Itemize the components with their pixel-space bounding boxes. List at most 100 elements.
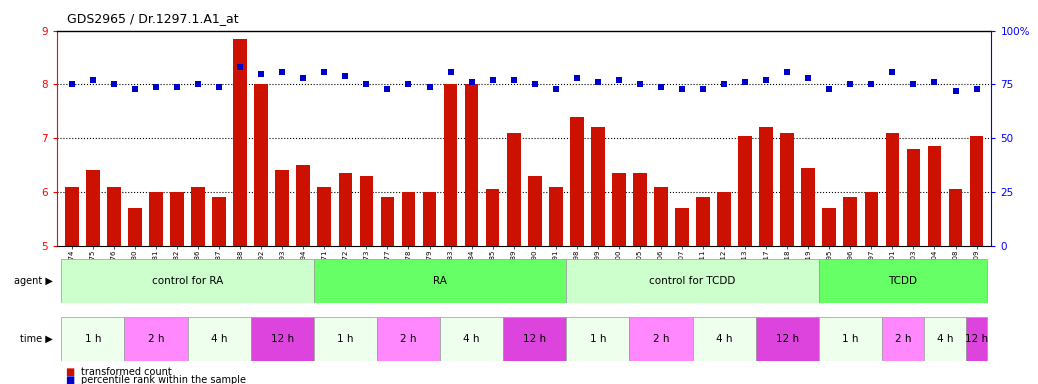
- Text: 4 h: 4 h: [211, 334, 227, 344]
- Text: 12 h: 12 h: [965, 334, 988, 344]
- Point: [694, 86, 711, 92]
- Bar: [61, 317, 125, 361]
- Bar: [969, 136, 983, 246]
- Bar: [819, 259, 987, 303]
- Text: 2 h: 2 h: [147, 334, 164, 344]
- Bar: [507, 133, 520, 246]
- Point: [526, 81, 543, 88]
- Point: [884, 68, 901, 74]
- Bar: [61, 259, 313, 303]
- Bar: [297, 165, 310, 246]
- Bar: [250, 317, 313, 361]
- Bar: [107, 187, 120, 246]
- Text: 1 h: 1 h: [842, 334, 858, 344]
- Bar: [865, 192, 878, 246]
- Bar: [882, 317, 924, 361]
- Bar: [760, 127, 773, 246]
- Bar: [756, 317, 819, 361]
- Bar: [170, 192, 184, 246]
- Text: ■: ■: [65, 367, 75, 377]
- Text: time ▶: time ▶: [20, 334, 52, 344]
- Text: 12 h: 12 h: [775, 334, 799, 344]
- Bar: [717, 192, 731, 246]
- Bar: [966, 317, 987, 361]
- Bar: [654, 187, 667, 246]
- Point: [421, 84, 438, 90]
- Point: [926, 79, 943, 85]
- Bar: [906, 149, 921, 246]
- Bar: [675, 208, 689, 246]
- Point: [674, 86, 690, 92]
- Point: [295, 75, 311, 81]
- Text: percentile rank within the sample: percentile rank within the sample: [81, 375, 246, 384]
- Bar: [567, 259, 819, 303]
- Point: [863, 81, 879, 88]
- Bar: [125, 317, 188, 361]
- Bar: [338, 173, 352, 246]
- Bar: [567, 317, 629, 361]
- Text: 2 h: 2 h: [895, 334, 911, 344]
- Bar: [819, 317, 882, 361]
- Bar: [885, 133, 899, 246]
- Point: [463, 79, 480, 85]
- Bar: [254, 84, 268, 246]
- Bar: [377, 317, 440, 361]
- Bar: [949, 189, 962, 246]
- Point: [631, 81, 648, 88]
- Bar: [443, 84, 458, 246]
- Bar: [549, 187, 563, 246]
- Bar: [381, 197, 394, 246]
- Text: 1 h: 1 h: [337, 334, 354, 344]
- Bar: [629, 317, 692, 361]
- Point: [358, 81, 375, 88]
- Bar: [503, 317, 567, 361]
- Point: [274, 68, 291, 74]
- Point: [778, 68, 795, 74]
- Text: 12 h: 12 h: [271, 334, 294, 344]
- Bar: [234, 39, 247, 246]
- Point: [737, 79, 754, 85]
- Point: [485, 77, 501, 83]
- Point: [316, 68, 332, 74]
- Point: [610, 77, 627, 83]
- Point: [379, 86, 395, 92]
- Bar: [422, 192, 436, 246]
- Point: [800, 75, 817, 81]
- Point: [63, 81, 80, 88]
- Point: [968, 86, 985, 92]
- Bar: [275, 170, 289, 246]
- Bar: [612, 173, 626, 246]
- Text: 4 h: 4 h: [716, 334, 733, 344]
- Bar: [128, 208, 142, 246]
- Bar: [822, 208, 837, 246]
- Bar: [570, 117, 583, 246]
- Bar: [928, 146, 941, 246]
- Point: [211, 84, 227, 90]
- Point: [127, 86, 143, 92]
- Text: control for RA: control for RA: [152, 276, 223, 286]
- Bar: [591, 127, 605, 246]
- Bar: [359, 176, 374, 246]
- Point: [716, 81, 733, 88]
- Point: [337, 73, 354, 79]
- Bar: [633, 173, 647, 246]
- Bar: [844, 197, 857, 246]
- Point: [569, 75, 585, 81]
- Point: [190, 81, 207, 88]
- Point: [231, 64, 248, 70]
- Bar: [738, 136, 752, 246]
- Bar: [86, 170, 100, 246]
- Bar: [528, 176, 542, 246]
- Point: [147, 84, 164, 90]
- Bar: [402, 192, 415, 246]
- Bar: [313, 317, 377, 361]
- Point: [842, 81, 858, 88]
- Text: 4 h: 4 h: [936, 334, 953, 344]
- Bar: [212, 197, 226, 246]
- Text: transformed count: transformed count: [81, 367, 171, 377]
- Point: [442, 68, 459, 74]
- Point: [506, 77, 522, 83]
- Bar: [924, 317, 966, 361]
- Text: RA: RA: [433, 276, 447, 286]
- Text: ■: ■: [65, 375, 75, 384]
